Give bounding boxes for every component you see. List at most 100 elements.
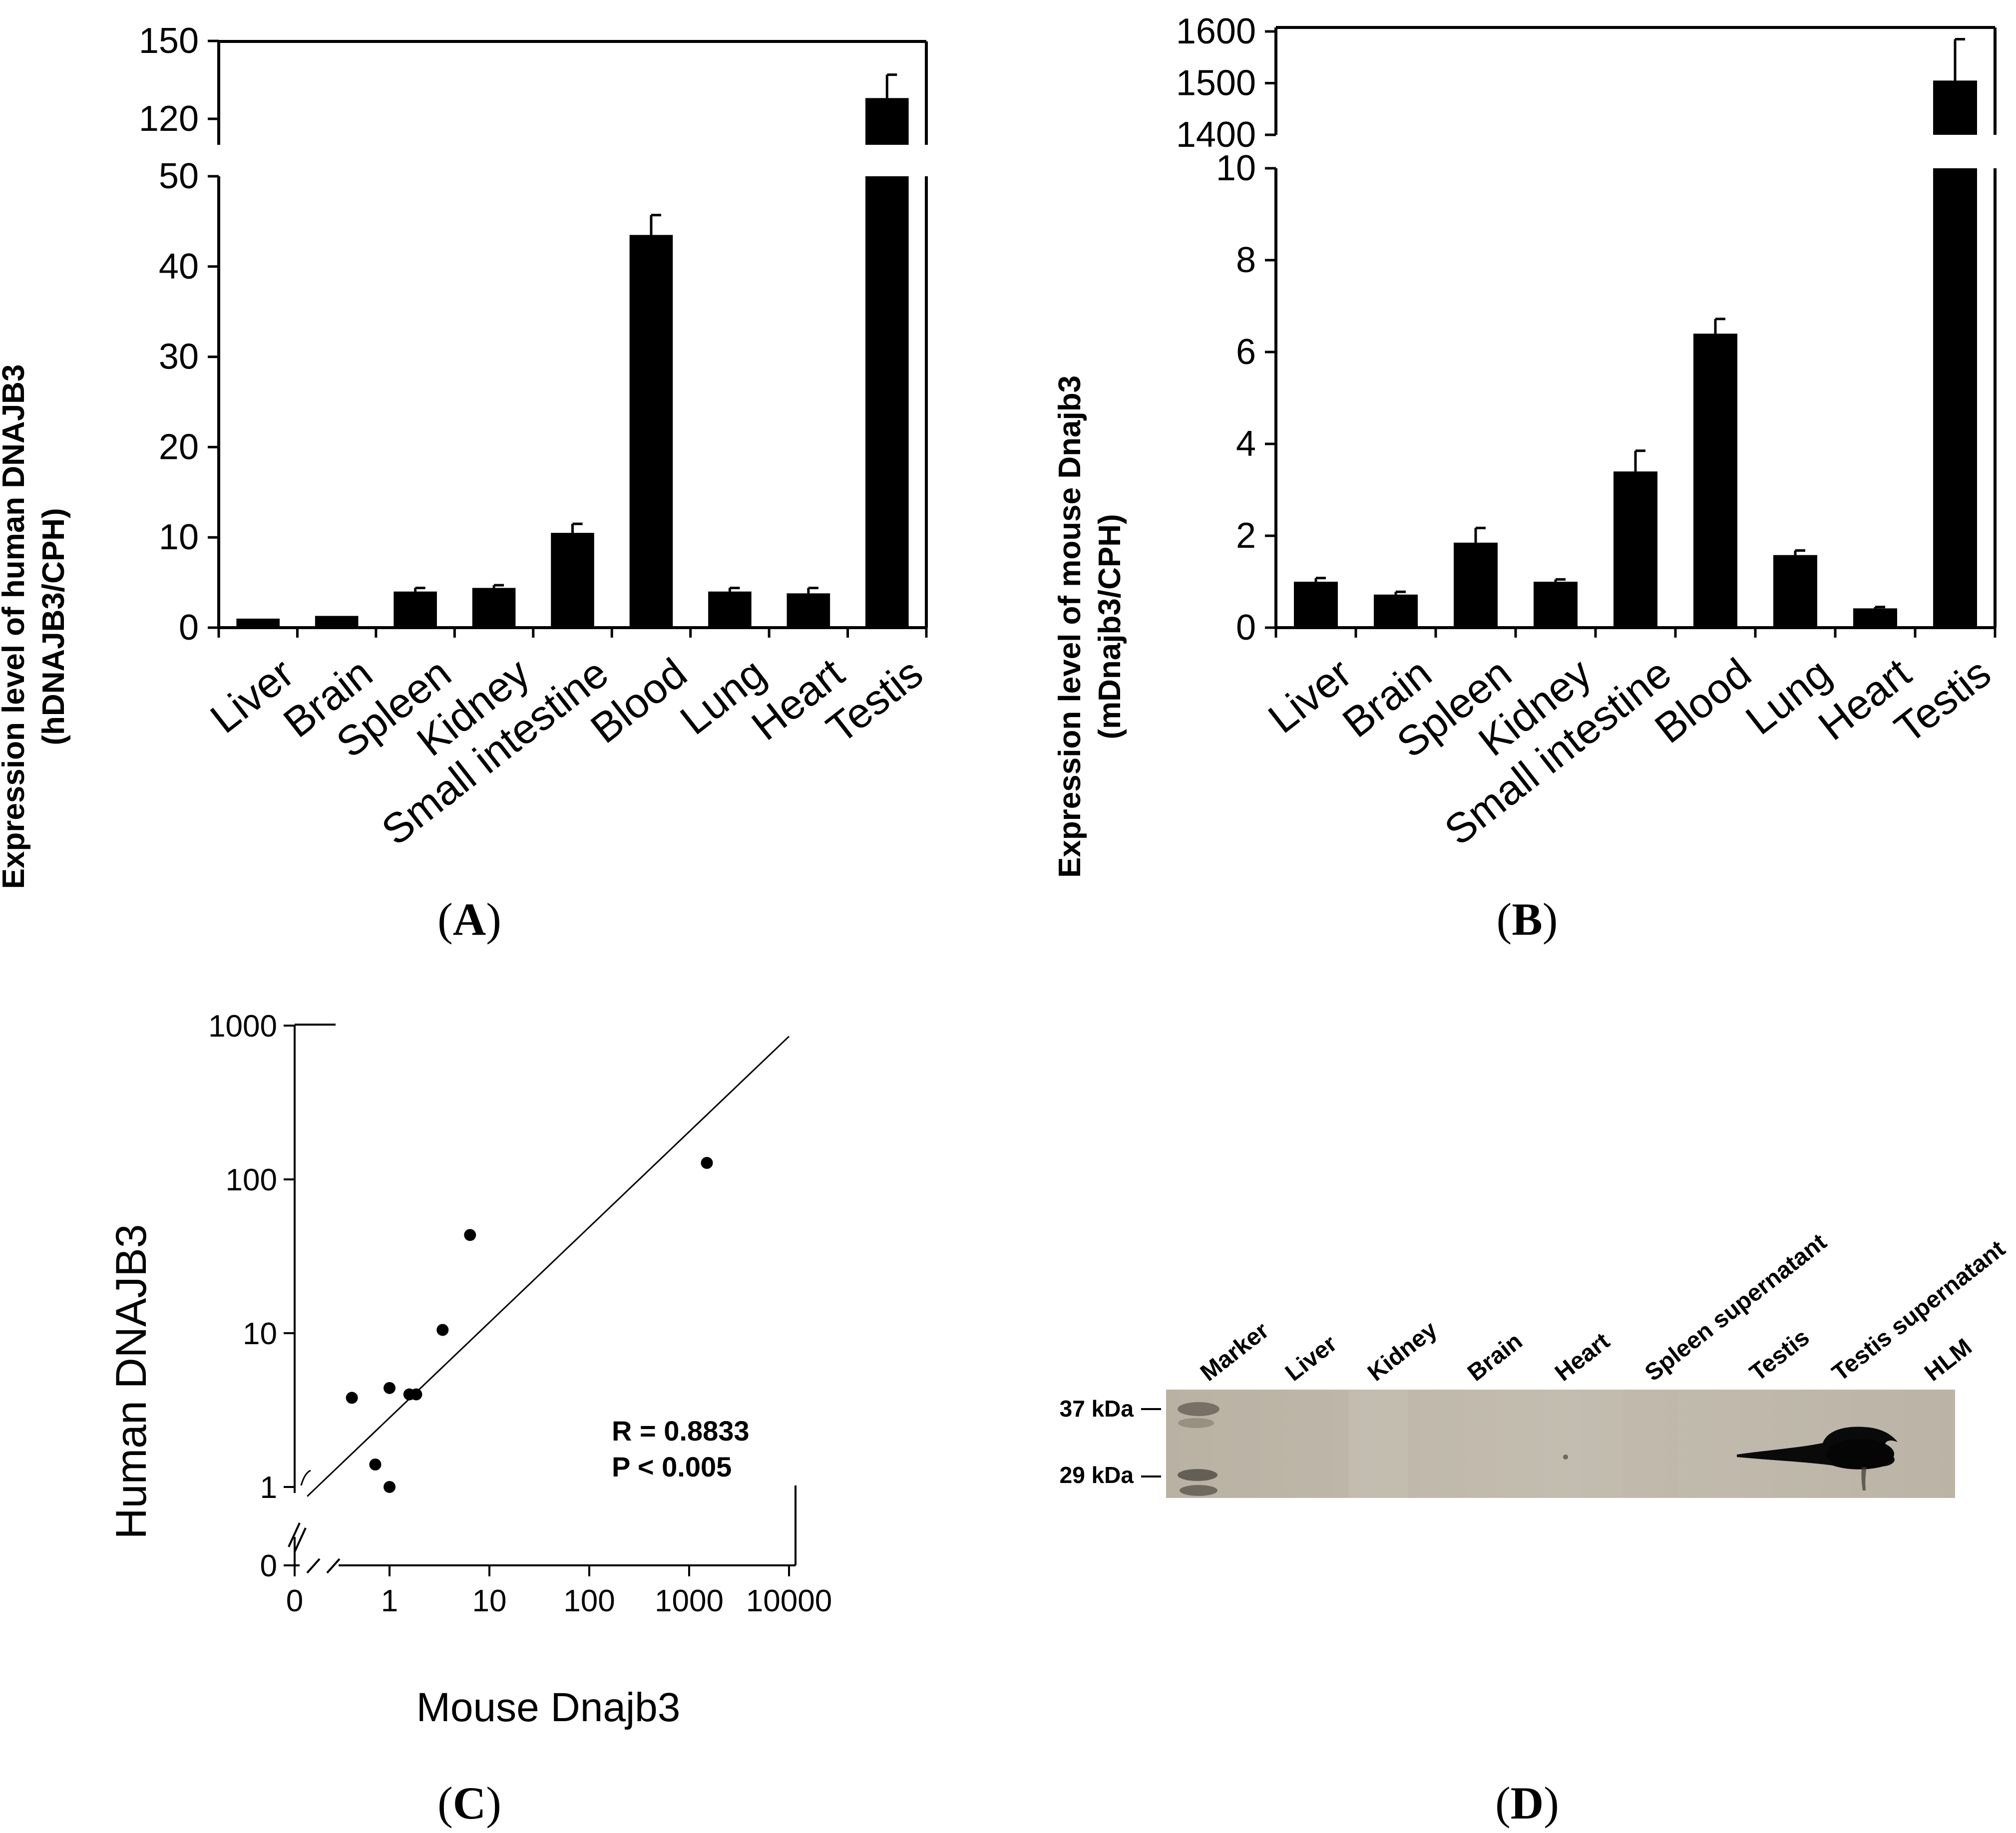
b-y-tick-label: 6 xyxy=(1236,332,1256,372)
blot-lane-label: Heart xyxy=(1550,1328,1614,1386)
bar-spleen xyxy=(394,591,437,628)
panel-c-y-axis-label: Human DNAJB3 xyxy=(107,1224,155,1539)
panel-c-x-tick-label: 1000 xyxy=(655,1584,724,1618)
panel-c-x-tick-label: 1 xyxy=(381,1584,398,1618)
panel-c-x-axis-label: Mouse Dnajb3 xyxy=(416,1685,681,1730)
blot-lane-labels: Marker Liver Kidney Brain Heart Spleen supern… xyxy=(1196,1229,2010,1387)
a-y-tick-label: 120 xyxy=(139,99,199,139)
a-y-tick-label: 40 xyxy=(159,247,199,287)
blot-lane-label: Kidney xyxy=(1363,1316,1442,1386)
bar-brain xyxy=(1374,594,1418,628)
blot-lane-label: Marker xyxy=(1196,1317,1274,1387)
blot-lane-label: Testis supernatant xyxy=(1827,1235,2010,1386)
b-y-tick-label: 1600 xyxy=(1176,11,1256,51)
marker-ladder-band xyxy=(1178,1469,1217,1481)
a-y-tick-label: 150 xyxy=(139,21,199,61)
panel-c-data-point xyxy=(384,1481,396,1493)
panel-c-y-tick-label: 100 xyxy=(226,1163,277,1197)
marker-37kda-label: 37 kDa xyxy=(1060,1396,1134,1422)
panel-c-data-point xyxy=(701,1156,713,1169)
b-y-tick-label: 1500 xyxy=(1176,63,1256,103)
b-y-tick-label: 8 xyxy=(1236,240,1256,280)
panel-d-label: (D) xyxy=(1495,1778,1559,1829)
marker-ladder-band xyxy=(1178,1402,1219,1416)
blot-lane-label: Liver xyxy=(1280,1330,1342,1386)
bar-lung xyxy=(708,591,752,628)
panel-c-x-tick-label: 10 xyxy=(472,1584,507,1618)
panel-a-y-axis-label-line2: (hDNAJB3/CPH) xyxy=(36,508,71,745)
bar-heart xyxy=(1853,608,1897,628)
x-tick-label-blood: Blood xyxy=(1646,649,1759,752)
panel-c-y-tick-label: 0 xyxy=(260,1549,277,1583)
blot-lane-streak xyxy=(1623,1390,1678,1498)
testis-band-core xyxy=(1826,1439,1894,1469)
panel-a-bars xyxy=(236,73,909,628)
b-y-tick-label: 4 xyxy=(1236,424,1256,464)
panel-c-points xyxy=(346,1156,713,1493)
panel-c-x-tick-label: 10000 xyxy=(746,1584,832,1618)
panel-a-bar-chart: 0 10 20 30 40 50 120 150 LiverBrainSpleenKidney… xyxy=(0,21,931,945)
testis-band-tail xyxy=(1861,1467,1867,1490)
bar-blood xyxy=(629,235,673,628)
b-y-tick-label: 1400 xyxy=(1176,115,1256,155)
panel-b-y-axis-label-line2: (mDnajb3/CPH) xyxy=(1093,514,1127,739)
marker-ladder-band xyxy=(1178,1418,1214,1428)
panel-d-western-blot: Marker Liver Kidney Brain Heart Spleen supern… xyxy=(1060,1229,2011,1829)
panel-c-p-annotation: P < 0.005 xyxy=(612,1451,732,1482)
panel-c-scatter-plot: 0 1 10 100 1000 10000 0 1 10 100 1000 Mouse Dnajb3… xyxy=(107,1009,832,1829)
a-y-tick-label: 0 xyxy=(179,608,199,648)
panel-c-x-tick-label: 0 xyxy=(286,1584,303,1618)
a-y-tick-label: 20 xyxy=(159,427,199,467)
panel-c-y-tick-label: 1000 xyxy=(208,1009,277,1044)
bar-kidney xyxy=(1534,582,1578,628)
bar-testis-upper xyxy=(1933,80,1977,135)
panel-c-data-point xyxy=(346,1392,358,1404)
a-y-tick-label: 10 xyxy=(159,517,199,557)
blot-size-markers: 37 kDa 29 kDa xyxy=(1060,1396,1161,1488)
panel-b-y-axis-label-line1: Expression level of mouse Dnajb3 xyxy=(1053,375,1087,878)
blot-speck xyxy=(1563,1455,1568,1460)
panel-b-bars xyxy=(1294,38,1977,628)
panel-c-tick-labels: 0 1 10 100 1000 10000 0 1 10 100 1000 xyxy=(208,1009,832,1618)
panel-b-label: (B) xyxy=(1497,894,1558,945)
blot-lane-label: Spleen supernatant xyxy=(1640,1229,1832,1387)
bar-lung xyxy=(1773,555,1817,628)
bar-blood xyxy=(1693,334,1737,628)
panel-c-regression-line-break xyxy=(300,1469,311,1486)
bar-testis-lower xyxy=(1933,168,1977,628)
bar-kidney xyxy=(472,588,516,628)
panel-c-data-point xyxy=(384,1382,396,1394)
blot-lane-label: HLM xyxy=(1920,1334,1977,1387)
x-tick-label-liver: Liver xyxy=(202,649,302,742)
panel-c-regression-line xyxy=(307,1036,790,1497)
a-y-tick-label: 30 xyxy=(159,337,199,377)
bar-brain xyxy=(315,616,359,628)
panel-a-y-axis-label-line1: Expression level of human DNAJB3 xyxy=(0,365,31,889)
bar-liver xyxy=(1294,582,1338,628)
panel-c-y-tick-label: 10 xyxy=(243,1317,277,1351)
b-y-tick-label: 0 xyxy=(1236,608,1256,648)
bar-small-intestine xyxy=(551,533,594,628)
panel-c-label: (C) xyxy=(437,1778,501,1829)
blot-lane-label: Brain xyxy=(1463,1328,1527,1386)
panel-c-x-tick-label: 100 xyxy=(563,1584,615,1618)
x-tick-label-liver: Liver xyxy=(1259,649,1360,742)
panel-c-x-axis-break-mark xyxy=(306,1558,341,1574)
blot-lane-label: Testis xyxy=(1745,1324,1814,1387)
bar-spleen xyxy=(1454,542,1498,628)
bar-heart xyxy=(787,593,830,628)
bar-testis-upper xyxy=(865,98,909,145)
panel-c-y-axis-break-mark xyxy=(288,1522,307,1552)
blot-lane-streak xyxy=(1348,1390,1408,1498)
panel-c-data-point xyxy=(410,1388,422,1401)
b-y-tick-label: 2 xyxy=(1236,516,1256,556)
bar-liver xyxy=(236,618,280,628)
a-y-tick-label: 50 xyxy=(159,156,199,196)
panel-a-label: (A) xyxy=(437,894,501,945)
x-tick-label-testis: Testis xyxy=(1886,649,1999,752)
